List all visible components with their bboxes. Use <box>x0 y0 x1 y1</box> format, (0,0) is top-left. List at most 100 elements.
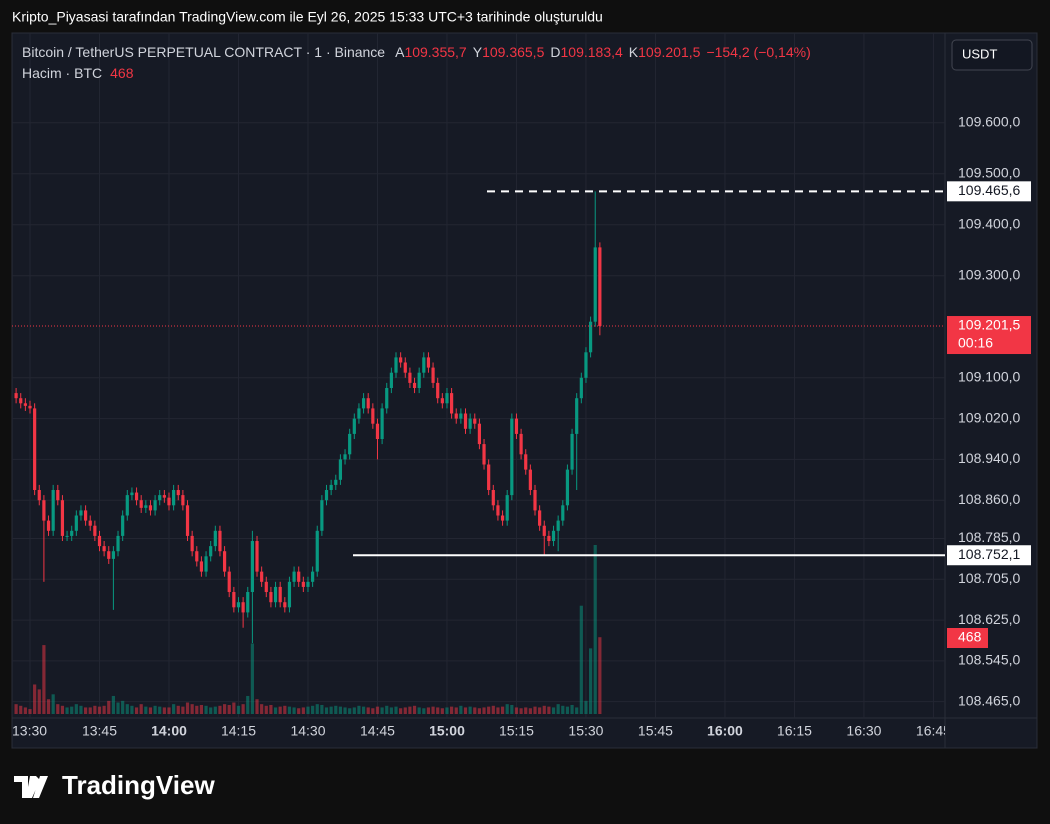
volume-bar <box>551 707 556 714</box>
candle-body <box>269 592 273 603</box>
candle-body <box>199 561 204 572</box>
candle-body <box>375 423 380 440</box>
y-tick-label: 109.020,0 <box>958 409 1020 425</box>
candle-body <box>459 413 463 419</box>
volume-bar <box>361 706 366 714</box>
candle-body <box>324 490 329 501</box>
candle-body <box>28 405 32 409</box>
volume-bar <box>260 704 264 714</box>
legend-key: Y <box>473 44 483 60</box>
volume-bar <box>172 704 176 714</box>
candle-body <box>380 408 384 440</box>
volume-bar <box>343 707 347 714</box>
candle-body <box>588 321 593 353</box>
volume-bar <box>46 699 51 714</box>
candle-body <box>97 535 102 547</box>
volume-bar <box>394 706 398 714</box>
volume-bar <box>74 704 78 714</box>
volume-bar <box>510 704 514 714</box>
brand-name: TradingView <box>62 770 215 800</box>
currency-label[interactable]: USDT <box>962 46 997 61</box>
y-tick-label: 108.465,0 <box>958 692 1020 708</box>
volume-bar <box>473 707 477 714</box>
volume-bar <box>329 706 333 714</box>
candle-body <box>408 372 412 383</box>
volume-bar <box>185 702 190 714</box>
legend-change: −154,2 (−0,14%) <box>706 44 810 60</box>
volume-bar <box>445 707 449 714</box>
candle-body <box>209 546 213 557</box>
volume-bar <box>454 707 458 714</box>
countdown-label: 00:16 <box>958 335 993 351</box>
volume-bar <box>556 704 560 714</box>
volume-bar <box>366 707 370 714</box>
x-tick-label: 16:15 <box>777 723 812 739</box>
candle-body <box>241 602 245 613</box>
legend-key: A <box>395 44 405 60</box>
volume-bar <box>195 705 199 714</box>
volume-bar <box>542 705 546 714</box>
candle-body <box>287 581 292 608</box>
candle-body <box>158 495 162 501</box>
candle-body <box>185 505 190 536</box>
volume-bar <box>79 705 83 714</box>
candle-body <box>222 551 227 572</box>
x-tick-label: 16:45 <box>916 723 951 739</box>
volume-bar <box>524 707 528 714</box>
legend-value: 109.365,5 <box>482 44 544 60</box>
volume-bar <box>278 706 282 714</box>
candle-body <box>547 535 551 542</box>
volume-title: Hacim · BTC <box>22 65 102 81</box>
volume-bar <box>83 707 88 714</box>
candle-body <box>343 454 347 460</box>
candle-body <box>148 505 153 511</box>
candle-body <box>250 541 254 593</box>
y-tick-label: 109.300,0 <box>958 266 1020 282</box>
candle-body <box>204 556 208 572</box>
candle-body <box>195 551 199 562</box>
candle-body <box>524 454 528 470</box>
candle-body <box>348 433 352 455</box>
candle-body <box>473 418 477 424</box>
candle-body <box>561 505 565 521</box>
candle-body <box>565 469 570 506</box>
volume-bar <box>593 545 597 714</box>
currency-button[interactable] <box>951 39 1033 71</box>
candle-body <box>385 387 389 409</box>
volume-bar <box>134 707 139 714</box>
volume-bar <box>380 707 384 714</box>
volume-bar <box>292 707 296 714</box>
candle-body <box>74 515 78 531</box>
candle-body <box>320 500 324 531</box>
volume-bar <box>88 707 92 714</box>
volume-bar <box>519 708 523 714</box>
candle-body <box>88 520 92 526</box>
candle-body <box>273 586 278 603</box>
y-tick-label: 108.860,0 <box>958 491 1020 507</box>
volume-bar <box>561 705 565 714</box>
volume-value: 468 <box>110 65 134 81</box>
candle-body <box>417 372 421 388</box>
candle-body <box>255 541 259 572</box>
volume-bar <box>190 704 194 714</box>
volume-bar <box>199 704 204 714</box>
volume-badge-label: 468 <box>958 629 982 645</box>
volume-bar <box>440 708 444 714</box>
volume-bar <box>250 643 254 714</box>
candle-body <box>598 247 602 327</box>
x-tick-label: 13:30 <box>12 723 47 739</box>
candle-body <box>236 602 241 608</box>
candle-body <box>42 500 46 521</box>
volume-bar <box>375 706 380 714</box>
volume-bar <box>107 700 111 714</box>
volume-bar <box>37 689 41 714</box>
candle-body <box>514 418 519 434</box>
candle-body <box>463 413 468 429</box>
candle-body <box>213 530 217 547</box>
candle-body <box>570 433 574 470</box>
volume-row: Hacim · BTC 468 <box>22 65 134 81</box>
legend-row: Bitcoin / TetherUS PERPETUAL CONTRACT · … <box>22 44 811 60</box>
x-tick-label: 14:15 <box>221 723 256 739</box>
chart-frame <box>11 32 1038 749</box>
